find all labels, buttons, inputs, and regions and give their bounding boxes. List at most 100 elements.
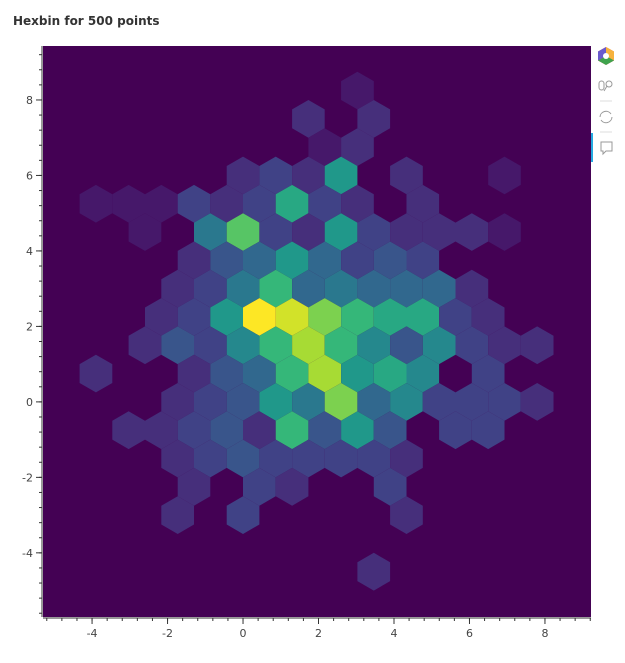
hex-tile	[439, 411, 472, 450]
x-tick-label: -2	[162, 627, 173, 640]
hex-tile	[341, 354, 374, 393]
hex-tile	[324, 326, 358, 365]
hex-tile	[373, 411, 407, 450]
hex-tile	[390, 439, 423, 478]
hex-tile	[455, 269, 489, 308]
hex-tile	[308, 298, 342, 336]
hex-tile	[308, 354, 342, 393]
x-tick-label: 2	[315, 627, 322, 640]
active-tool-indicator	[591, 133, 593, 162]
hex-tile	[112, 411, 145, 450]
toolbar	[591, 47, 614, 162]
hex-tile	[520, 326, 554, 365]
hex-tile	[161, 496, 194, 534]
hex-tile	[145, 184, 178, 223]
hex-tile	[226, 213, 260, 251]
hex-tile	[226, 496, 260, 534]
hex-tile	[324, 383, 358, 421]
y-tick-label: -2	[22, 471, 33, 484]
hex-tile	[357, 552, 391, 591]
y-tick-label: 2	[26, 320, 33, 333]
hex-tile	[292, 156, 325, 195]
hex-tile	[226, 156, 260, 195]
axes: -4 -2 0 2 4 6 8 -4 -2 0 2 4 6 8	[22, 46, 591, 640]
chart-title: Hexbin for 500 points	[13, 14, 160, 28]
hex-tile	[292, 326, 325, 365]
hex-layer	[79, 71, 554, 591]
hex-tile	[259, 326, 293, 365]
hex-tile	[488, 213, 521, 251]
hex-tile	[226, 439, 260, 478]
reset-tool[interactable]	[599, 110, 613, 124]
hex-tile	[471, 411, 505, 450]
hex-tile	[161, 439, 194, 478]
hover-tool[interactable]	[600, 141, 613, 156]
hex-tile	[308, 241, 342, 280]
hex-tile	[194, 383, 227, 421]
hex-tile	[373, 298, 407, 336]
hex-tile	[243, 298, 276, 336]
hex-tile	[259, 383, 293, 421]
hex-tile	[308, 411, 342, 450]
hex-tile	[177, 241, 211, 280]
y-tick-label: 0	[26, 396, 33, 409]
hex-tile	[275, 298, 309, 336]
hex-tile	[259, 213, 293, 251]
hex-tile	[324, 156, 358, 195]
hex-tile	[275, 354, 309, 393]
hex-tile	[226, 383, 260, 421]
hex-tile	[226, 269, 260, 308]
hex-tile	[406, 241, 440, 280]
hex-tile	[194, 326, 227, 365]
hex-tile	[226, 326, 260, 365]
hex-tile	[210, 184, 243, 223]
hex-tile	[292, 269, 325, 308]
y-tick-label: 6	[26, 169, 33, 182]
hex-tile	[177, 184, 211, 223]
hex-tile	[341, 128, 374, 166]
hex-tile	[324, 269, 358, 308]
hex-tile	[210, 241, 243, 280]
hex-tile	[341, 241, 374, 280]
x-tick-label: 6	[466, 627, 473, 640]
hex-tile	[357, 213, 391, 251]
hex-tile	[341, 298, 374, 336]
hex-tile	[292, 439, 325, 478]
hex-tile	[357, 326, 391, 365]
x-tick-label: -4	[87, 627, 98, 640]
hex-tile	[422, 383, 456, 421]
hex-tile	[243, 354, 276, 393]
hex-tile	[210, 298, 243, 336]
hex-tile	[79, 354, 113, 393]
hex-tile	[194, 269, 227, 308]
hex-tile	[275, 467, 309, 506]
hex-tile	[194, 213, 227, 251]
hex-tile	[406, 354, 440, 393]
pan-tool[interactable]	[598, 80, 613, 92]
hex-tile	[520, 383, 554, 421]
y-tick-label: 8	[26, 94, 33, 107]
hex-tile	[112, 184, 145, 223]
hex-tile	[422, 213, 456, 251]
hex-tile	[275, 241, 309, 280]
hex-tile	[243, 184, 276, 223]
hex-tile	[194, 439, 227, 478]
hex-tile	[243, 241, 276, 280]
hex-tile	[471, 354, 505, 393]
hex-tile	[275, 184, 309, 223]
hex-tile	[390, 496, 423, 534]
hex-tile	[275, 411, 309, 450]
hex-tile	[210, 354, 243, 393]
hex-tile	[357, 269, 391, 308]
hex-tile	[177, 467, 211, 506]
hex-tile	[259, 269, 293, 308]
hex-tile	[406, 184, 440, 223]
hex-tile	[488, 156, 521, 195]
hex-tile	[373, 354, 407, 393]
hex-tile	[292, 213, 325, 251]
bokeh-logo[interactable]	[598, 47, 614, 65]
hex-tile	[177, 298, 211, 336]
hex-tile	[308, 128, 342, 166]
hex-tile	[177, 354, 211, 393]
